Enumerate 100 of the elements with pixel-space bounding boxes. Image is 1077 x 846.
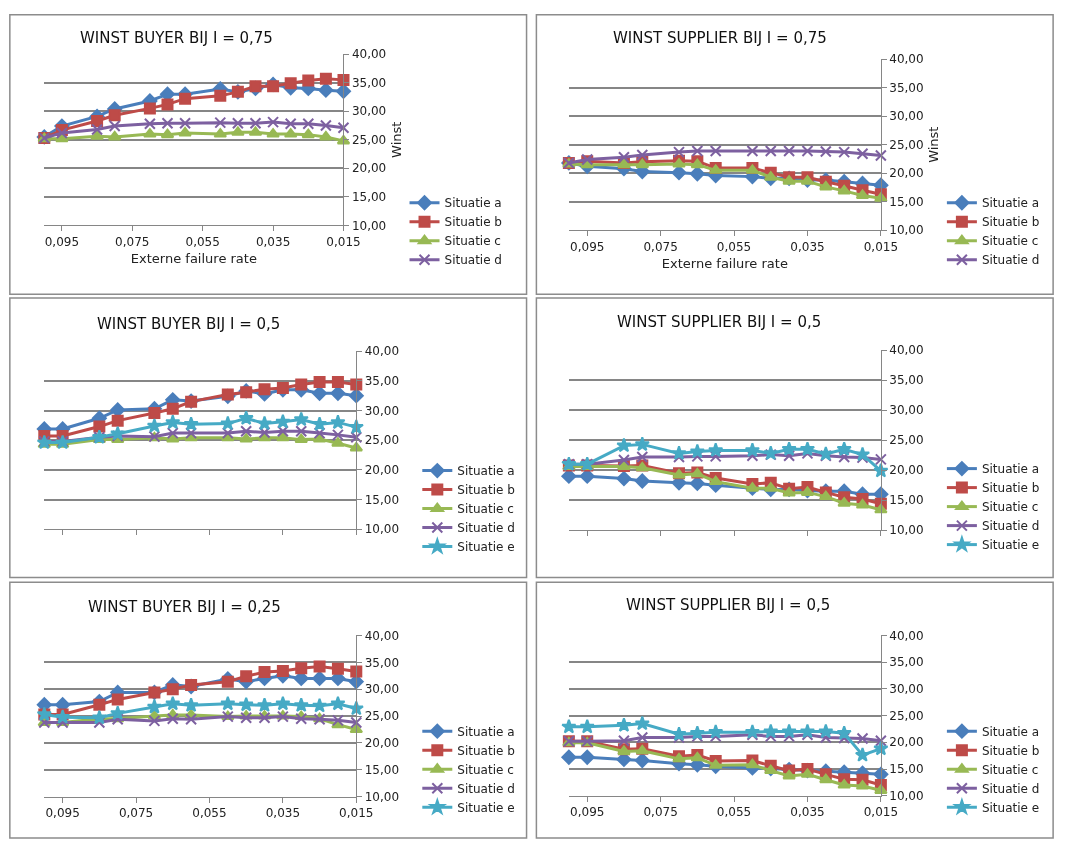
- y-tick-label: 20,00: [889, 166, 924, 181]
- y-tick-label: 20,00: [889, 463, 924, 478]
- x-tick-label: 0,055: [185, 234, 220, 249]
- legend-label: Situatie e: [981, 538, 1040, 553]
- legend-label: Situatie a: [457, 464, 515, 479]
- y-tick-label: 30,00: [889, 109, 924, 124]
- y-tick-label: 15,00: [364, 763, 400, 778]
- y-tick-label: 10,00: [889, 223, 924, 238]
- legend-label: Situatie e: [457, 540, 515, 555]
- x-tick-label: 0,035: [790, 239, 825, 254]
- chart-title: WINST BUYER BIJ I = 0,75: [80, 29, 273, 47]
- y-tick-label: 35,00: [889, 655, 924, 670]
- legend-label: Situatie c: [981, 762, 1039, 777]
- legend-label: Situatie c: [981, 500, 1039, 515]
- y-tick-label: 15,00: [889, 194, 924, 209]
- y-tick-label: 20,00: [364, 463, 400, 478]
- x-tick-label: 0,055: [716, 805, 752, 820]
- legend-label: Situatie d: [457, 781, 515, 796]
- legend-label: Situatie d: [457, 521, 515, 536]
- y-tick-label: 35,00: [889, 373, 924, 388]
- y-tick-label: 20,00: [889, 735, 924, 750]
- y-tick-label: 20,00: [364, 736, 400, 751]
- y-tick-label: 25,00: [889, 433, 924, 448]
- y-tick-label: 35,00: [351, 75, 387, 90]
- chart-title: WINST SUPPLIER BIJ I = 0,75: [613, 29, 827, 47]
- legend-label: Situatie c: [444, 234, 501, 249]
- chart-title: WINST SUPPLIER BIJ I = 0,5: [626, 596, 831, 614]
- x-tick-label: 0,095: [570, 805, 605, 820]
- y-tick-label: 25,00: [364, 433, 400, 448]
- x-tick-label: 0,075: [643, 805, 678, 820]
- y-tick-label: 20,00: [351, 161, 387, 176]
- legend-label: Situatie b: [444, 215, 502, 230]
- y-tick-label: 15,00: [364, 492, 400, 507]
- x-tick-label: 0,035: [790, 805, 825, 820]
- y-tick-label: 35,00: [889, 80, 924, 95]
- x-tick-label: 0,095: [44, 234, 80, 249]
- legend-label: Situatie e: [457, 800, 515, 815]
- y-axis-title: Winst: [926, 126, 942, 163]
- legend-label: Situatie a: [457, 724, 515, 739]
- x-tick-label: 0,095: [45, 806, 80, 821]
- y-tick-label: 30,00: [889, 403, 924, 418]
- x-axis-title: Externe failure rate: [661, 256, 788, 272]
- y-tick-label: 40,00: [364, 344, 400, 359]
- y-tick-label: 25,00: [889, 137, 924, 152]
- legend-label: Situatie d: [981, 781, 1040, 796]
- legend-label: Situatie a: [981, 196, 1040, 211]
- legend-label: Situatie a: [981, 462, 1040, 477]
- y-tick-label: 10,00: [364, 789, 400, 804]
- legend-label: Situatie d: [444, 253, 502, 268]
- y-tick-label: 15,00: [351, 190, 387, 205]
- y-axis-title: Winst: [388, 121, 404, 158]
- chart-title: WINST BUYER BIJ I = 0,5: [97, 315, 281, 333]
- y-tick-label: 10,00: [351, 218, 387, 233]
- y-tick-label: 30,00: [889, 682, 924, 697]
- x-tick-label: 0,075: [643, 239, 678, 254]
- legend-label: Situatie d: [981, 519, 1040, 534]
- x-tick-label: 0,075: [115, 234, 150, 249]
- legend-label: Situatie d: [981, 253, 1040, 268]
- y-tick-label: 35,00: [364, 655, 400, 670]
- y-tick-label: 40,00: [351, 47, 387, 62]
- x-tick-label: 0,015: [339, 806, 374, 821]
- chart-title: WINST SUPPLIER BIJ I = 0,5: [617, 313, 822, 331]
- y-tick-label: 15,00: [889, 762, 924, 777]
- y-tick-label: 10,00: [364, 522, 400, 537]
- x-axis-title: Externe failure rate: [130, 251, 257, 267]
- x-tick-label: 0,015: [863, 805, 899, 820]
- legend-label: Situatie b: [981, 215, 1040, 230]
- y-tick-label: 40,00: [364, 628, 400, 643]
- y-tick-label: 40,00: [889, 52, 924, 67]
- y-tick-label: 35,00: [364, 374, 400, 389]
- legend-label: Situatie c: [457, 502, 514, 517]
- y-tick-label: 40,00: [889, 628, 924, 643]
- y-tick-label: 40,00: [889, 343, 924, 358]
- x-tick-label: 0,035: [255, 234, 291, 249]
- x-tick-label: 0,055: [716, 239, 752, 254]
- legend-label: Situatie c: [457, 762, 514, 777]
- y-tick-label: 25,00: [889, 708, 924, 723]
- legend-label: Situatie b: [457, 483, 515, 498]
- x-tick-label: 0,015: [326, 234, 361, 249]
- y-tick-label: 15,00: [889, 493, 924, 508]
- legend-label: Situatie a: [444, 196, 502, 211]
- x-tick-label: 0,075: [118, 806, 154, 821]
- x-tick-label: 0,015: [863, 239, 899, 254]
- x-tick-label: 0,055: [192, 806, 227, 821]
- y-tick-label: 10,00: [889, 523, 924, 538]
- y-tick-label: 25,00: [351, 132, 387, 147]
- legend-label: Situatie b: [981, 743, 1040, 758]
- y-tick-label: 30,00: [364, 403, 400, 418]
- legend-label: Situatie a: [981, 724, 1040, 739]
- y-tick-label: 30,00: [351, 104, 387, 119]
- y-tick-label: 10,00: [889, 788, 924, 803]
- y-tick-label: 25,00: [364, 709, 400, 724]
- legend-label: Situatie e: [981, 800, 1040, 815]
- x-tick-label: 0,035: [265, 806, 301, 821]
- legend-label: Situatie c: [981, 234, 1039, 249]
- y-tick-label: 30,00: [364, 682, 400, 697]
- chart-title: WINST BUYER BIJ I = 0,25: [88, 598, 281, 616]
- legend-label: Situatie b: [457, 743, 515, 758]
- x-tick-label: 0,095: [570, 239, 605, 254]
- legend-label: Situatie b: [981, 481, 1040, 496]
